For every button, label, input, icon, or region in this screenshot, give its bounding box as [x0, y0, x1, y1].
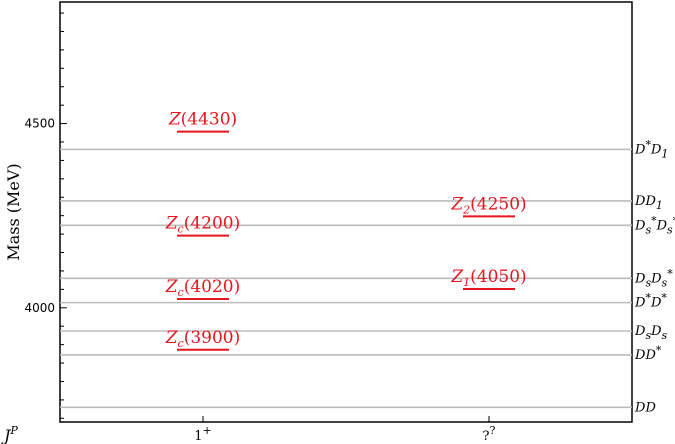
- x-axis: 1+??: [194, 416, 496, 444]
- threshold-label: D*D1: [634, 138, 668, 160]
- state-label: Z(4430): [168, 110, 237, 130]
- threshold-lines: D*D1 DD1 Ds*Ds* DsDs* D*D* DsDs DD* DD: [60, 138, 675, 415]
- threshold-label: DsDs: [634, 324, 668, 342]
- state-label: Zc(3900): [165, 328, 241, 350]
- threshold-label: Ds*Ds*: [634, 214, 675, 236]
- x-tick-label: 1+: [194, 424, 212, 444]
- y-tick-label: 4000: [24, 301, 55, 315]
- y-tick-label: 4500: [24, 117, 55, 131]
- state-label: Zc(4200): [165, 214, 241, 236]
- x-tick-label: ??: [483, 424, 496, 444]
- state-label: Z2(4250): [450, 194, 526, 216]
- threshold-label: DD1: [634, 194, 663, 212]
- threshold-label: DsDs*: [634, 267, 673, 289]
- y-axis: 4000 4500: [24, 12, 67, 419]
- threshold-label: DD*: [634, 344, 662, 363]
- threshold-label: D*D*: [634, 292, 667, 311]
- state-label: Zc(4020): [165, 277, 241, 299]
- plot-frame: [59, 1, 633, 423]
- state-markers: Z(4430) Zc(4200) Zc(4020) Zc(3900) Z2(4250) Z…: [165, 110, 527, 351]
- threshold-label: DD: [634, 400, 656, 415]
- y-axis-label: Mass (MeV): [4, 163, 23, 260]
- x-axis-label: JP: [1, 424, 18, 444]
- state-label: Z1(4050): [450, 267, 526, 289]
